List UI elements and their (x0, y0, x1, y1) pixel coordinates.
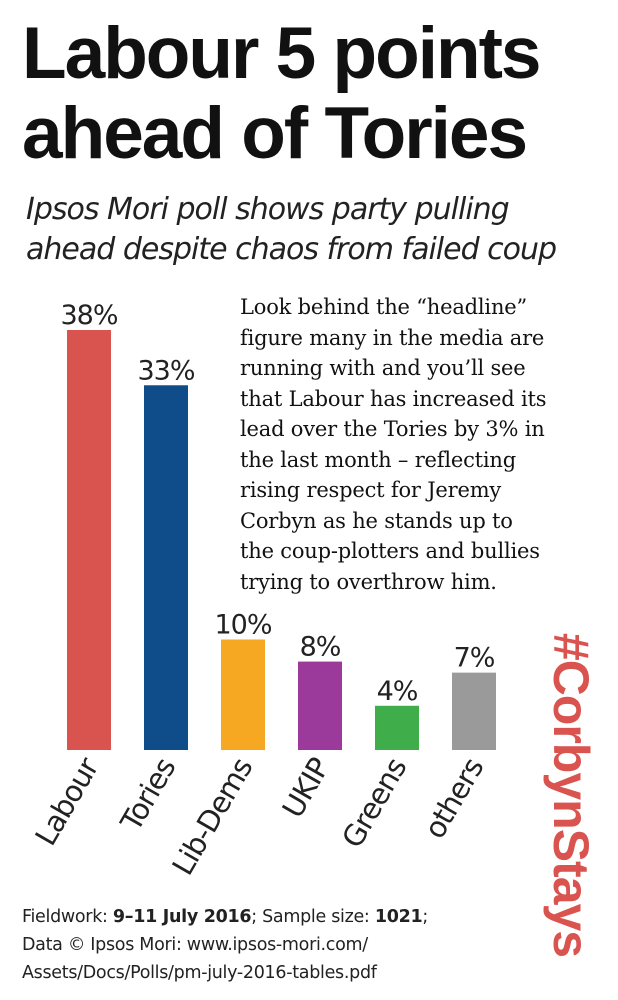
category-label-labour: Labour (28, 752, 105, 852)
footer-fieldwork-line: Fieldwork: 9–11 July 2016; Sample size: … (22, 903, 542, 931)
commentary-line: running with and you’ll see (240, 356, 526, 380)
commentary-line: Corbyn as he stands up to (240, 508, 513, 533)
bar-tories (144, 385, 188, 750)
fieldwork-dates: 9–11 July 2016 (112, 907, 252, 927)
category-label-greens: Greens (335, 753, 413, 854)
commentary-line: lead over the Tories by 3% in (240, 417, 545, 441)
commentary-line: rising respect for Jeremy (240, 478, 502, 502)
commentary-line: the last month – reflecting (240, 447, 516, 472)
bar-greens (375, 705, 419, 750)
category-label-ukip: UKIP (275, 752, 336, 823)
bar-chart: 38%Labour33%Tories10%Lib-Dems8%UKIP4%Gre… (28, 300, 496, 881)
footer-data-line: Data © Ipsos Mori: www.ipsos-mori.com/ (22, 935, 368, 955)
subtitle-line-2: ahead despite chaos from failed coup (26, 232, 557, 267)
headline-line-1: Labour 5 points (22, 13, 541, 94)
value-label-greens: 4% (377, 676, 418, 707)
value-label-others: 7% (454, 643, 495, 674)
sample-size-end: ; (422, 907, 428, 927)
commentary-line: that Labour has increased its (240, 386, 547, 411)
value-label-lib-dems: 10% (214, 609, 271, 640)
headline: Labour 5 points ahead of Tories (22, 14, 612, 174)
category-label-tories: Tories (113, 753, 182, 838)
bar-others (452, 672, 496, 750)
value-label-labour: 38% (60, 300, 117, 331)
commentary-text: Look behind the “headline” figure many i… (240, 292, 600, 597)
bar-ukip (298, 661, 342, 750)
value-label-tories: 33% (137, 355, 194, 386)
commentary-line: Look behind the “headline” (240, 295, 528, 319)
headline-line-2: ahead of Tories (22, 93, 528, 174)
value-label-ukip: 8% (300, 632, 341, 663)
fieldwork-label: Fieldwork: (22, 907, 108, 927)
sample-size-label: ; Sample size: (251, 907, 370, 927)
footer-source: Fieldwork: 9–11 July 2016; Sample size: … (22, 903, 542, 987)
subtitle-line-1: Ipsos Mori poll shows party pulling (26, 192, 510, 227)
hashtag-corbynstays: #CorbynStays (543, 610, 599, 980)
bar-labour (67, 330, 111, 750)
subtitle: Ipsos Mori poll shows party pulling ahea… (26, 190, 616, 270)
hashtag-text: #CorbynStays (543, 632, 599, 958)
commentary-line: the coup-plotters and bullies (240, 539, 540, 563)
category-label-others: others (417, 753, 490, 845)
sample-size-value: 1021 (374, 907, 423, 927)
footer-url-line: Assets/Docs/Polls/pm-july-2016-tables.pd… (22, 963, 377, 983)
bar-lib-dems (221, 639, 265, 750)
commentary-line: figure many in the media are (240, 325, 545, 350)
commentary-line: trying to overthrow him. (240, 569, 497, 594)
